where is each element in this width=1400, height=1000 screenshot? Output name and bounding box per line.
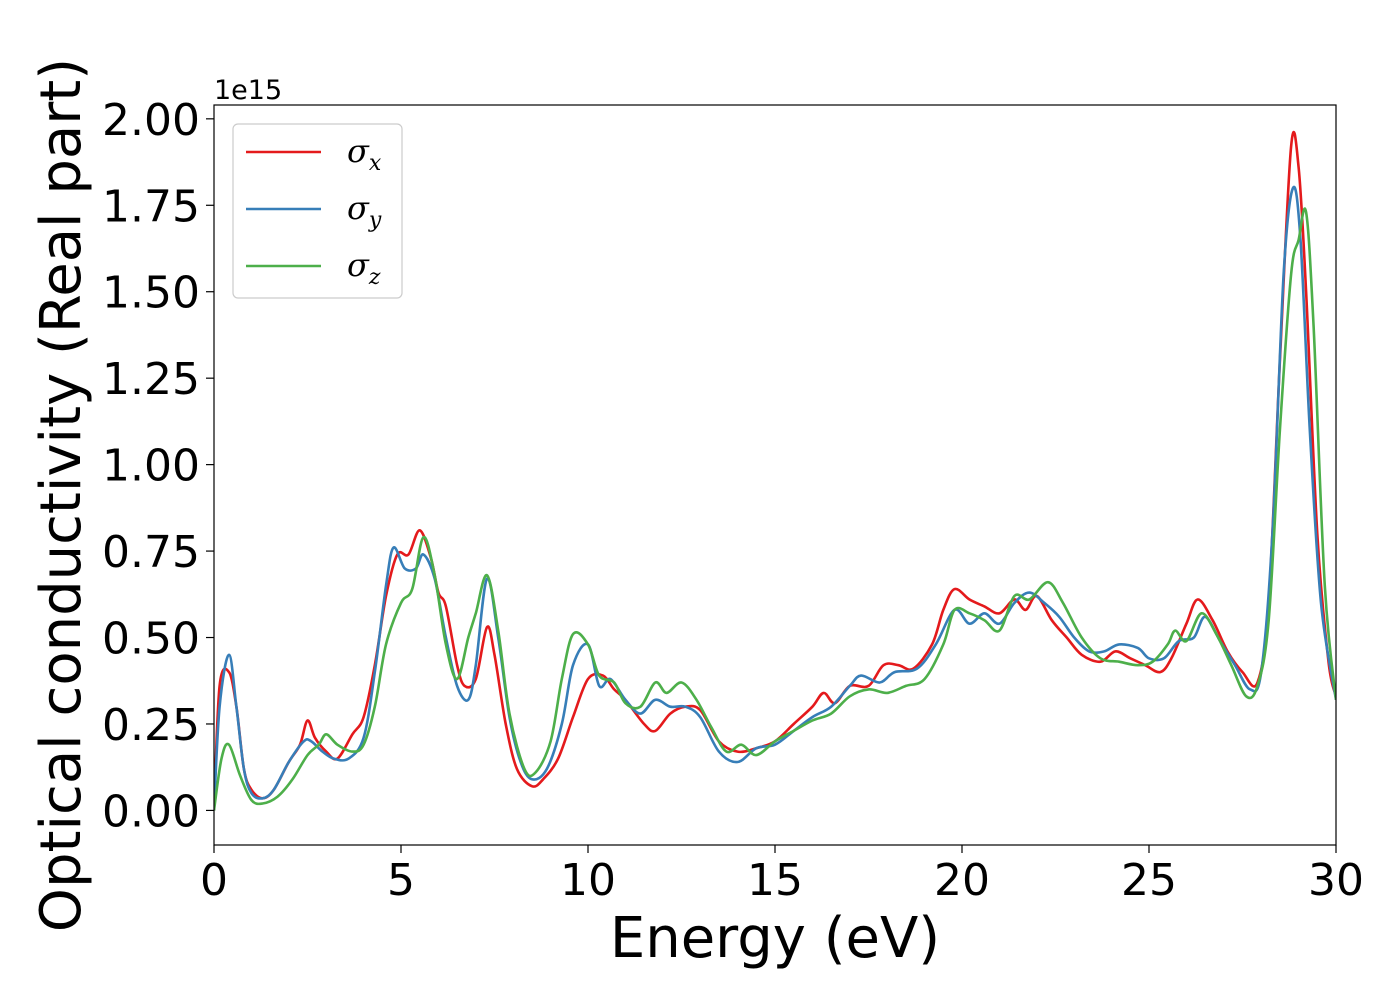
x-tick-label: 15 xyxy=(747,855,803,906)
legend-label-x: σx xyxy=(347,132,382,176)
x-tick-label: 25 xyxy=(1121,855,1177,906)
y-tick-label: 0.25 xyxy=(102,700,200,751)
x-tick-label: 30 xyxy=(1308,855,1364,906)
legend-label-z: σz xyxy=(347,246,381,290)
legend-symbol: σ xyxy=(347,132,370,170)
series-line-y xyxy=(214,185,1336,811)
y-tick-label: 1.25 xyxy=(102,354,200,405)
legend-subscript: y xyxy=(368,208,382,233)
y-tick-label: 0.00 xyxy=(102,786,200,837)
legend-symbol: σ xyxy=(347,246,370,284)
x-tick-label: 10 xyxy=(560,855,616,906)
x-tick-label: 0 xyxy=(200,855,228,906)
legend-symbol: σ xyxy=(347,189,370,227)
legend-frame xyxy=(232,123,403,299)
series-line-z xyxy=(214,207,1336,811)
y-tick-label: 0.50 xyxy=(102,614,200,665)
y-tick-label: 1.00 xyxy=(102,441,200,492)
y-axis-label: Optical conductivity (Real part) xyxy=(29,58,94,932)
legend-subscript: x xyxy=(369,151,382,176)
y-tick-label: 1.50 xyxy=(102,268,200,319)
y-offset-label: 1e15 xyxy=(214,75,282,106)
y-tick-label: 0.75 xyxy=(102,527,200,578)
series-line-x xyxy=(214,130,1336,811)
series-layer xyxy=(214,130,1336,811)
y-tick-label: 2.00 xyxy=(102,95,200,146)
x-tick-label: 5 xyxy=(387,855,415,906)
x-axis-label: Energy (eV) xyxy=(610,906,940,971)
ticks-layer: 0 5 10 15 20 25 30 0.00 0.25 0.50 0.75 1.00 1.25 1.50… xyxy=(102,95,1364,906)
x-tick-label: 20 xyxy=(934,855,990,906)
legend-subscript: z xyxy=(368,265,381,290)
legend-label-y: σy xyxy=(347,189,382,233)
y-tick-label: 1.75 xyxy=(102,181,200,232)
